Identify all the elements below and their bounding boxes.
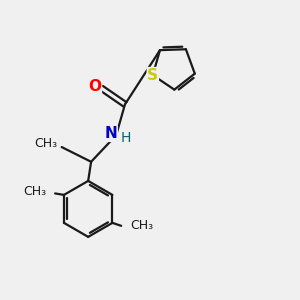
Text: N: N: [104, 126, 117, 141]
Text: CH₃: CH₃: [34, 137, 57, 150]
Text: CH₃: CH₃: [130, 219, 153, 232]
Text: O: O: [88, 79, 101, 94]
Text: H: H: [120, 131, 131, 145]
Text: CH₃: CH₃: [23, 185, 46, 199]
Text: S: S: [147, 68, 158, 82]
